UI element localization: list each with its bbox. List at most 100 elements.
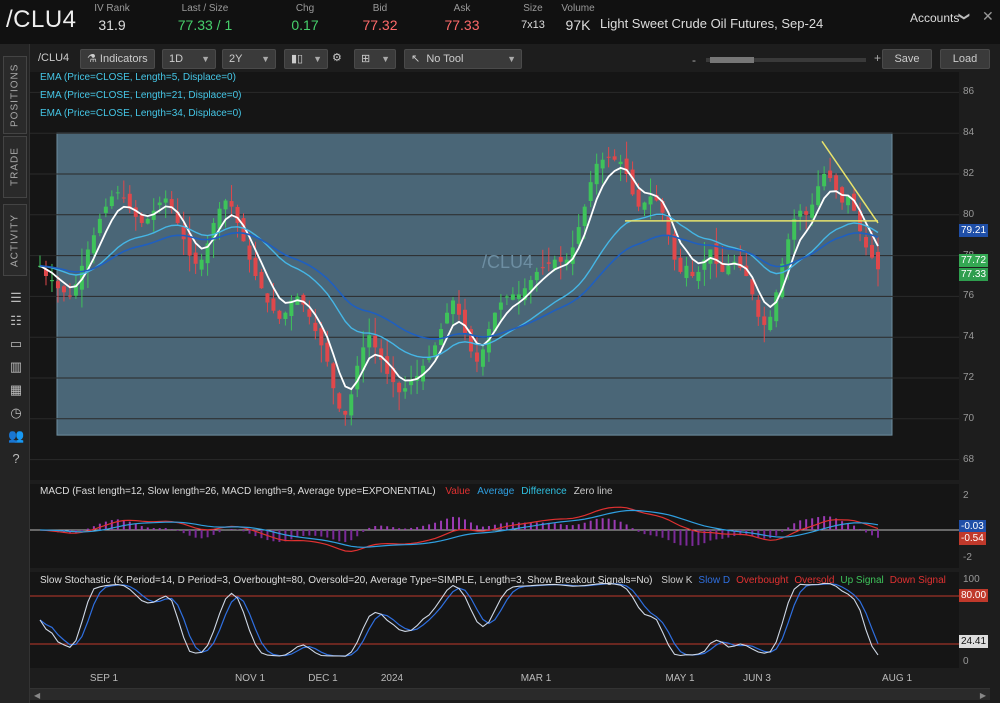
- zoom-in-button[interactable]: +: [874, 51, 882, 65]
- candle-body: [612, 156, 617, 160]
- interval-select[interactable]: 1D ▼: [162, 49, 216, 69]
- candle-body: [445, 312, 450, 324]
- candle-body: [157, 202, 162, 206]
- macd-legend-item[interactable]: Average: [477, 486, 515, 497]
- candle-body: [409, 380, 414, 386]
- candle-body: [540, 267, 545, 269]
- ema34-label[interactable]: EMA (Price=CLOSE, Length=34, Displace=0): [40, 108, 242, 119]
- quote-value: 31.9: [98, 17, 126, 33]
- candle-body: [121, 197, 126, 199]
- candle-body: [451, 300, 456, 315]
- chart-symbol[interactable]: /CLU4: [38, 52, 70, 64]
- ema5-line[interactable]: [39, 166, 879, 391]
- range-select[interactable]: 2Y ▼: [222, 49, 276, 69]
- candle-body: [49, 280, 54, 282]
- slow-d-line[interactable]: [39, 583, 879, 657]
- candle-body: [654, 195, 659, 201]
- ema34-line[interactable]: [39, 231, 879, 340]
- candle-body: [253, 257, 258, 276]
- time-axis-label: 2024: [380, 673, 404, 684]
- chevron-down-icon[interactable]: ❯: [958, 11, 971, 22]
- slow-k-line[interactable]: [39, 582, 879, 657]
- macd-value-line[interactable]: [39, 506, 879, 553]
- scroll-right-icon[interactable]: ▶: [979, 691, 986, 700]
- price-chart[interactable]: [30, 72, 959, 480]
- stochastic-legend-item[interactable]: Slow D: [698, 575, 731, 586]
- candle-body: [355, 365, 360, 390]
- candle-body: [319, 328, 324, 346]
- stochastic-legend: Slow Stochastic (K Period=14, D Period=3…: [40, 575, 946, 586]
- chevron-down-icon: ▼: [261, 54, 270, 64]
- price-tick-label: 82: [963, 168, 975, 179]
- price-pane[interactable]: EMA (Price=CLOSE, Length=5, Displace=0) …: [30, 72, 959, 480]
- tab-positions[interactable]: POSITIONS: [3, 56, 27, 134]
- macd-chart[interactable]: [30, 484, 959, 568]
- tool-value: No Tool: [426, 53, 464, 65]
- horizontal-scrollbar[interactable]: ◀ ▶: [30, 688, 990, 700]
- chart-style-select[interactable]: ▮▯ ▼: [284, 49, 328, 69]
- trend-line[interactable]: [821, 140, 879, 224]
- stochastic-legend-item[interactable]: Down Signal: [889, 575, 946, 586]
- tab-trade[interactable]: TRADE: [3, 136, 27, 198]
- stochastic-legend-item[interactable]: Up Signal: [840, 575, 884, 586]
- people-icon[interactable]: 👥: [8, 428, 25, 443]
- candle-body: [181, 225, 186, 240]
- clock-icon[interactable]: ◷: [10, 405, 22, 420]
- document-icon[interactable]: ▭: [9, 336, 23, 351]
- accounts-menu[interactable]: Accounts: [910, 11, 960, 25]
- candle-body: [750, 279, 755, 295]
- candle-body: [61, 286, 66, 293]
- left-sidebar: POSITIONS TRADE ACTIVITY ☰ ☷ ▭ ▥ ▦ ◷ 👥?: [0, 44, 30, 703]
- zoom-slider[interactable]: [706, 57, 866, 63]
- grid-icon[interactable]: ▦: [9, 382, 23, 397]
- candle-body: [684, 265, 689, 279]
- stochastic-legend-item[interactable]: Slow K: [661, 575, 693, 586]
- drawing-select[interactable]: ⊞ ▼: [354, 49, 396, 69]
- candle-body: [564, 259, 569, 265]
- save-button[interactable]: Save: [882, 49, 932, 69]
- quote-label: Size: [523, 3, 543, 14]
- chart-icon[interactable]: ▥: [9, 359, 23, 374]
- close-icon[interactable]: ✕: [982, 8, 994, 24]
- candle-body: [91, 235, 96, 254]
- macd-legend-item[interactable]: Zero line: [573, 486, 613, 497]
- candle-body: [163, 198, 168, 203]
- ema21-line[interactable]: [39, 213, 879, 358]
- symbol-title[interactable]: /CLU4: [6, 6, 77, 33]
- help-icon[interactable]: ?: [12, 451, 20, 466]
- load-button[interactable]: Load: [940, 49, 990, 69]
- instrument-description: Light Sweet Crude Oil Futures, Sep-24: [600, 16, 824, 31]
- macd-legend-item[interactable]: Difference: [521, 486, 567, 497]
- tab-activity[interactable]: ACTIVITY: [3, 204, 27, 276]
- macd-average-line[interactable]: [39, 509, 879, 548]
- stochastic-chart[interactable]: [30, 572, 959, 668]
- range-value: 2Y: [229, 53, 243, 65]
- chart-toolbar: /CLU4 ⚗ Indicators 1D ▼ 2Y ▼ ▮▯ ▼ ⚙ ⊞ ▼ ↖ No…: [30, 47, 1000, 71]
- zoom-out-button[interactable]: -: [692, 53, 696, 67]
- time-axis-label: NOV 1: [234, 673, 266, 684]
- stochastic-legend-item[interactable]: Oversold: [794, 575, 835, 586]
- candle-body: [576, 227, 581, 244]
- macd-pane[interactable]: MACD (Fast length=12, Slow length=26, MA…: [30, 484, 959, 568]
- candle-body: [373, 335, 378, 348]
- stochastic-pane[interactable]: Slow Stochastic (K Period=14, D Period=3…: [30, 572, 959, 668]
- candle-body: [834, 175, 839, 191]
- price-tick-label: 80: [963, 208, 975, 220]
- stochastic-legend-item[interactable]: Overbought: [736, 575, 789, 586]
- list-lines-icon[interactable]: ☷: [10, 313, 22, 328]
- gear-icon[interactable]: ⚙: [332, 52, 342, 64]
- quote-header: /CLU4 IV Rank 31.9 Last / Size 77.33 / 1 Chg…: [0, 0, 1000, 44]
- tool-select[interactable]: ↖ No Tool ▼: [404, 49, 522, 69]
- ema5-label[interactable]: EMA (Price=CLOSE, Length=5, Displace=0): [40, 72, 236, 83]
- ema21-label[interactable]: EMA (Price=CLOSE, Length=21, Displace=0): [40, 90, 242, 101]
- candle-body: [133, 207, 138, 217]
- stochastic-title: Slow Stochastic (K Period=14, D Period=3…: [40, 575, 653, 586]
- zoom-slider-thumb[interactable]: [710, 57, 754, 63]
- scroll-left-icon[interactable]: ◀: [34, 691, 41, 700]
- list-icon[interactable]: ☰: [10, 290, 22, 305]
- macd-legend-item[interactable]: Value: [445, 486, 471, 497]
- macd-axis[interactable]: 20-2-0.03-0.54: [959, 484, 1000, 568]
- indicators-button[interactable]: ⚗ Indicators: [80, 49, 155, 69]
